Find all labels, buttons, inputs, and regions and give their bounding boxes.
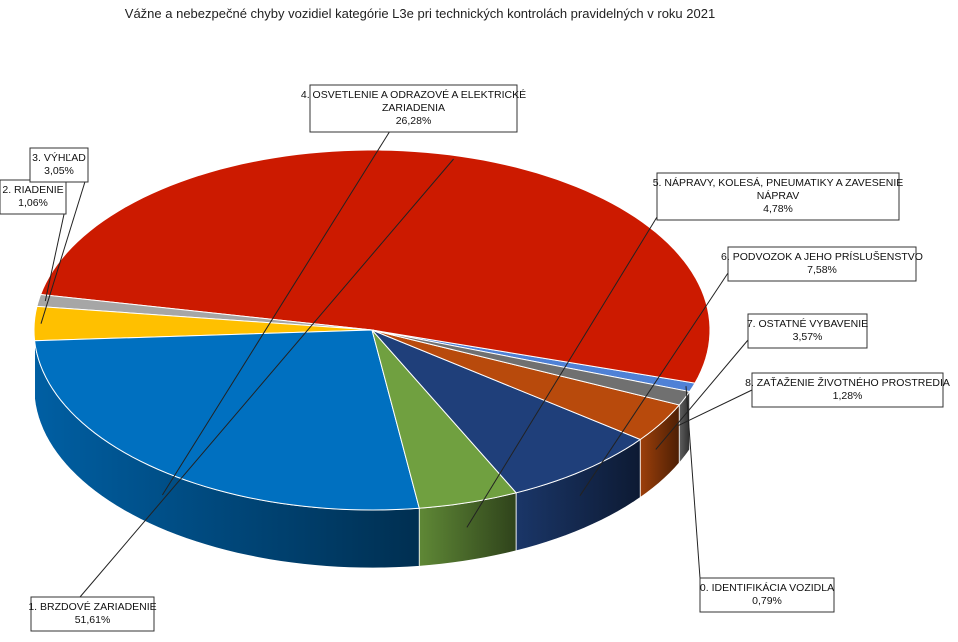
label-box-4 [309, 84, 518, 133]
label-box-8 [751, 372, 944, 408]
leader-line-4 [161, 130, 391, 496]
leader-line-2 [44, 204, 67, 302]
slice-label-4: ZARIADENIA [382, 102, 445, 114]
leader-line-7 [655, 339, 749, 450]
leader-line-8 [678, 389, 753, 426]
slice-value-3: 3,05% [44, 165, 74, 177]
slice-value-1: 51,61% [75, 614, 111, 626]
pie-slice-4 [34, 329, 420, 511]
slice-value-7: 3,57% [793, 331, 823, 343]
pie-slice-6 [371, 329, 642, 494]
slice-label-7: 7. OSTATNÉ VYBAVENIE [747, 317, 868, 330]
label-box-7 [747, 313, 868, 349]
pie-slice-1 [39, 149, 711, 384]
slice-value-4: 26,28% [396, 115, 432, 127]
label-box-0 [699, 577, 835, 613]
slice-value-5: 4,78% [763, 203, 793, 215]
leader-line-5 [466, 216, 658, 528]
pie-slices [33, 149, 711, 511]
chart-title: Vážne a nebezpečné chyby vozidiel kategó… [125, 6, 715, 21]
pie-slice-8 [371, 329, 691, 406]
pie-slice-5 [371, 329, 518, 509]
slice-label-8: 8. ZAŤAŽENIE ŽIVOTNÉHO PROSTREDIA [745, 376, 950, 389]
pie-slice-3 [33, 305, 373, 342]
slice-label-3: 3. VÝHĽAD [32, 151, 86, 164]
slice-label-0: 0. IDENTIFIKÁCIA VOZIDLA [700, 581, 834, 594]
leader-line-0 [685, 386, 701, 579]
leader-line-6 [579, 272, 729, 496]
slice-label-5: NÁPRAV [757, 189, 799, 202]
pie-slice-7 [371, 329, 681, 441]
slice-label-2: 2. RIADENIE [2, 184, 63, 196]
slice-value-0: 0,79% [752, 595, 782, 607]
leader-line-3 [40, 171, 89, 324]
slice-label-1: 1. BRZDOVÉ ZARIADENIE [28, 600, 156, 613]
slice-label-4: 4. OSVETLENIE A ODRAZOVÉ A ELEKTRICKÉ [301, 88, 526, 101]
label-box-3 [29, 147, 89, 183]
pie-sides [33, 329, 691, 569]
slice-value-2: 1,06% [18, 197, 48, 209]
label-box-2 [0, 179, 67, 215]
label-box-5 [656, 172, 900, 221]
slice-value-6: 7,58% [807, 264, 837, 276]
slice-value-8: 1,28% [833, 390, 863, 402]
leader-line-1 [79, 158, 454, 598]
slice-label-6: 6. PODVOZOK A JEHO PRÍSLUŠENSTVO [721, 250, 923, 263]
label-box-1 [30, 596, 155, 632]
slice-label-5: 5. NÁPRAVY, KOLESÁ, PNEUMATIKY A ZAVESEN… [653, 176, 904, 189]
label-box-6 [727, 246, 917, 282]
